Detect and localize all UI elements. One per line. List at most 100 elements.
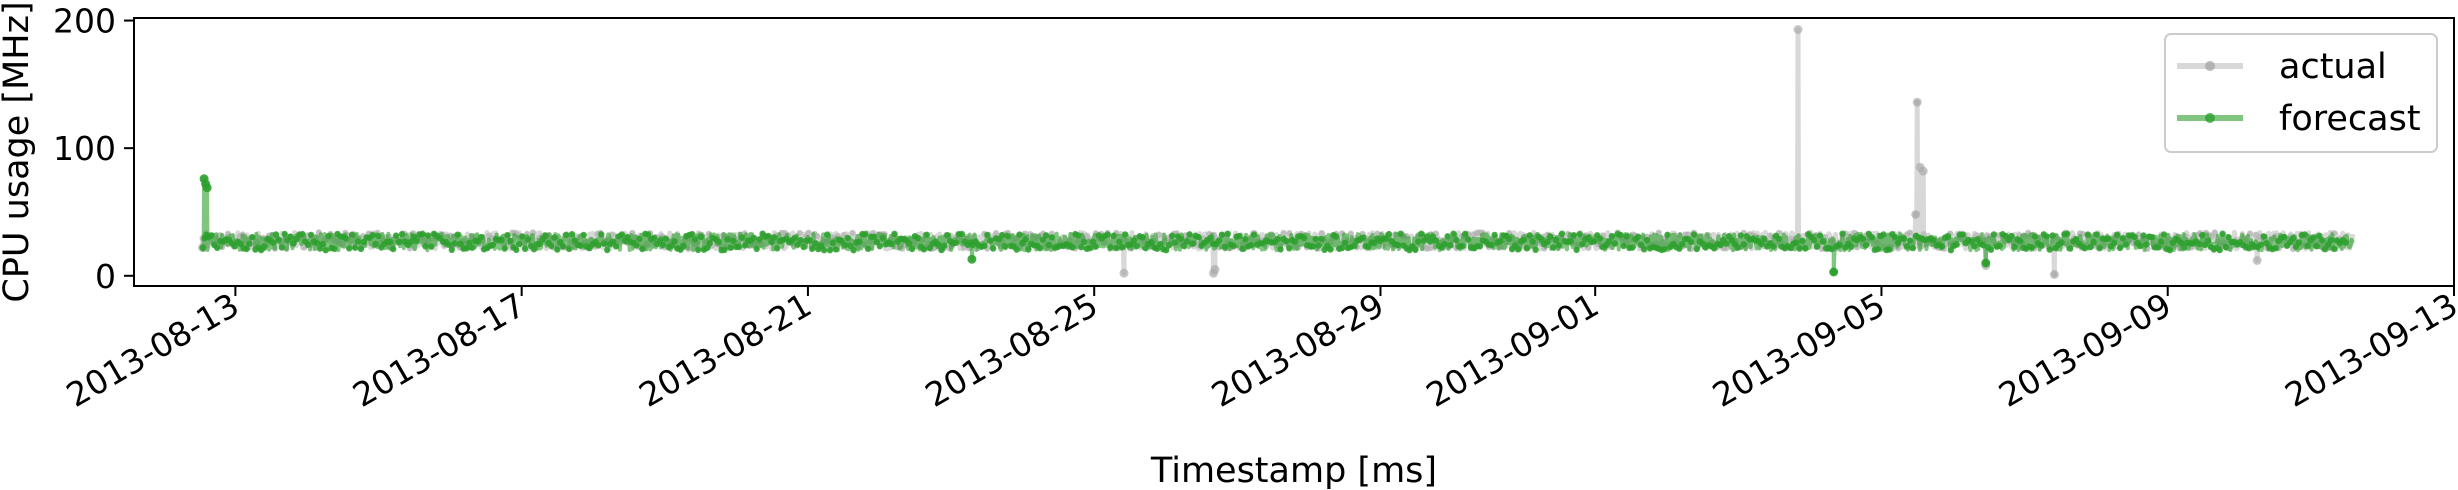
series-point-forecast bbox=[671, 238, 678, 245]
series-point-forecast bbox=[1576, 230, 1583, 238]
series-point-forecast bbox=[624, 234, 631, 241]
series-point-forecast bbox=[1338, 244, 1346, 252]
series-point-forecast bbox=[1459, 243, 1466, 250]
series-point-forecast bbox=[735, 243, 743, 251]
x-axis: 2013-08-13 2013-08-17 2013-08-21 2013-08-25… bbox=[60, 285, 2458, 415]
series-point-forecast bbox=[2116, 244, 2124, 252]
series-point-forecast bbox=[1980, 241, 1987, 249]
series-point-forecast bbox=[1171, 239, 1179, 246]
series-point-forecast bbox=[1813, 243, 1821, 250]
series-point-forecast bbox=[1163, 247, 1170, 254]
series-point-forecast bbox=[1903, 243, 1911, 250]
series-point-forecast bbox=[2037, 242, 2045, 249]
series-spike-point-actual bbox=[1119, 268, 1129, 278]
series-point-forecast bbox=[1397, 230, 1404, 237]
series-point-forecast bbox=[1333, 233, 1340, 240]
series-point-forecast bbox=[1567, 238, 1575, 245]
series-point-forecast bbox=[1968, 238, 1975, 245]
series-point-forecast bbox=[1013, 246, 1020, 253]
series-point-forecast bbox=[888, 240, 895, 248]
series-spike-point-actual bbox=[1210, 264, 1220, 274]
series-point-forecast bbox=[771, 234, 778, 241]
series-point-forecast bbox=[1327, 246, 1334, 253]
series-point-forecast bbox=[650, 234, 658, 241]
series-point-forecast bbox=[346, 245, 353, 252]
x-tick-label: 2013-09-05 bbox=[1706, 285, 1892, 415]
series-point-forecast bbox=[1418, 230, 1425, 237]
series-point-forecast bbox=[1664, 231, 1671, 238]
series-point-forecast bbox=[2157, 238, 2165, 245]
series-point-forecast bbox=[1862, 241, 1870, 249]
series-point-forecast bbox=[2222, 243, 2229, 251]
series-point-forecast bbox=[645, 231, 652, 238]
series-point-forecast bbox=[1022, 236, 1029, 243]
series-point-forecast bbox=[1130, 237, 1138, 244]
series-point-forecast bbox=[2295, 239, 2303, 246]
x-tick-label: 2013-08-29 bbox=[1205, 285, 1391, 415]
series-point-forecast bbox=[1758, 240, 1765, 248]
series-point-forecast bbox=[876, 243, 883, 250]
series-point-forecast bbox=[820, 247, 828, 254]
series-point-forecast bbox=[2008, 232, 2015, 240]
series-point-actual bbox=[849, 229, 856, 237]
series-point-forecast bbox=[1441, 240, 1448, 248]
series-point-forecast bbox=[1944, 233, 1952, 241]
legend-actual-label: actual bbox=[2279, 47, 2387, 87]
series-point-forecast bbox=[809, 245, 816, 252]
series-point-forecast bbox=[504, 232, 511, 239]
series-point-forecast bbox=[369, 232, 376, 239]
series-point-forecast bbox=[1148, 239, 1155, 246]
series-point-forecast bbox=[2181, 244, 2188, 251]
series-point-forecast bbox=[2111, 239, 2118, 246]
series-point-forecast bbox=[1740, 241, 1748, 248]
series-point-forecast bbox=[941, 242, 948, 249]
series-point-forecast bbox=[1189, 240, 1196, 247]
legend-box bbox=[2164, 33, 2438, 153]
series-point-forecast bbox=[304, 241, 312, 248]
series-point-actual bbox=[1347, 230, 1355, 237]
series-point-forecast bbox=[1168, 232, 1176, 239]
series-point-forecast bbox=[741, 242, 749, 249]
legend: actual forecast bbox=[2164, 33, 2438, 153]
series-point-forecast bbox=[756, 236, 763, 243]
series-point-forecast bbox=[577, 242, 584, 250]
series-point-forecast bbox=[1880, 231, 1887, 238]
series-point-forecast bbox=[243, 245, 250, 253]
series-point-forecast bbox=[738, 234, 746, 241]
series-point-forecast bbox=[1221, 243, 1229, 251]
x-tick-label: 2013-08-17 bbox=[346, 285, 532, 415]
series-point-forecast bbox=[2087, 243, 2094, 251]
y-tick-label: 200 bbox=[53, 2, 116, 41]
series-point-forecast bbox=[1476, 243, 1484, 250]
series-point-forecast bbox=[612, 243, 620, 250]
series-point-forecast bbox=[231, 243, 238, 250]
series-point-forecast bbox=[618, 231, 625, 238]
series-point-forecast bbox=[1693, 245, 1701, 253]
series-point-forecast bbox=[2140, 232, 2147, 239]
legend-forecast-label: forecast bbox=[2279, 99, 2421, 139]
series-point-forecast bbox=[1769, 243, 1777, 250]
series-point-forecast bbox=[1930, 237, 1937, 244]
series-point-forecast bbox=[246, 240, 253, 247]
series-point-forecast bbox=[1139, 234, 1146, 241]
series-point-forecast bbox=[908, 245, 916, 253]
series-point-forecast bbox=[944, 232, 951, 239]
series-point-forecast bbox=[466, 239, 473, 246]
series-point-forecast bbox=[812, 240, 819, 247]
series-point-forecast bbox=[1048, 234, 1056, 241]
series-point-forecast bbox=[419, 230, 426, 238]
series-point-forecast bbox=[513, 246, 520, 253]
series-point-forecast bbox=[1001, 243, 1009, 250]
series-point-forecast bbox=[1309, 243, 1317, 250]
series-point-forecast bbox=[1042, 232, 1050, 239]
legend-actual-marker bbox=[2205, 61, 2215, 71]
series-point-forecast bbox=[1520, 236, 1528, 244]
legend-forecast-marker bbox=[2205, 113, 2215, 123]
series-point-forecast bbox=[1939, 243, 1946, 250]
series-point-forecast bbox=[1116, 238, 1123, 246]
series-point-forecast bbox=[390, 245, 397, 253]
series-point-forecast bbox=[1796, 245, 1803, 252]
series-point-forecast bbox=[1793, 239, 1800, 246]
series-point-forecast bbox=[1868, 234, 1876, 241]
series-point-actual bbox=[1684, 231, 1692, 238]
